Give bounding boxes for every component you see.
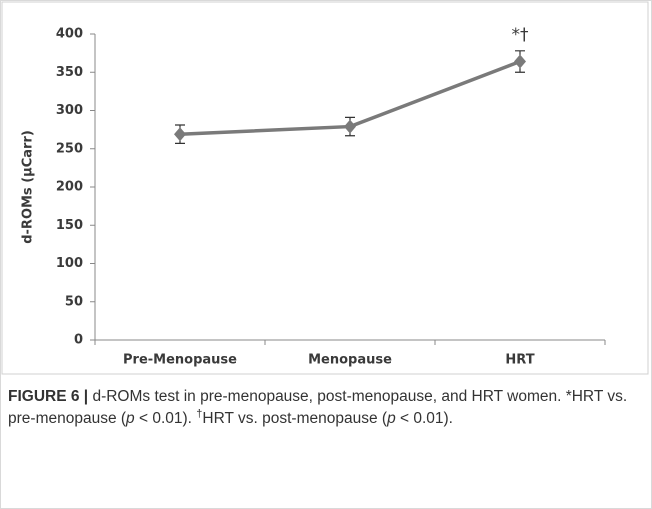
caption-text: HRT vs. post-menopause ( xyxy=(202,410,388,427)
x-tick-label: Menopause xyxy=(308,353,392,368)
figure-caption: FIGURE 6 | d-ROMs test in pre-menopause,… xyxy=(8,386,638,430)
y-tick-label: 0 xyxy=(74,333,83,348)
y-tick-label: 250 xyxy=(56,141,83,156)
caption-text: p xyxy=(126,410,135,427)
annotation: *† xyxy=(512,25,530,45)
y-tick-label: 200 xyxy=(56,180,83,195)
caption-text: p xyxy=(387,410,396,427)
y-tick-label: 150 xyxy=(56,218,83,233)
data-point xyxy=(514,54,526,69)
y-tick-label: 100 xyxy=(56,256,83,271)
chart: d-ROMs (µCarr) 0 50 100 150 200 250 300 350 400 P… xyxy=(1,1,649,375)
caption-text: < 0.01). xyxy=(134,410,197,427)
chart-border xyxy=(1,1,649,375)
x-tick-label: HRT xyxy=(505,353,534,368)
caption-text: † xyxy=(196,407,203,420)
x-tick-label: Pre-Menopause xyxy=(123,353,237,368)
caption-text: d-ROMs test in pre-menopause, post-menop… xyxy=(8,388,628,427)
y-tick-label: 400 xyxy=(56,27,83,42)
y-tick-label: 50 xyxy=(65,294,83,309)
caption-text: < 0.01). xyxy=(395,410,453,427)
data-point xyxy=(174,127,186,142)
caption-text: FIGURE 6 | xyxy=(8,388,89,405)
y-tick-label: 350 xyxy=(56,65,83,80)
y-tick-label: 300 xyxy=(56,103,83,118)
data-point xyxy=(344,119,356,134)
y-axis-label: d-ROMs (µCarr) xyxy=(21,130,36,244)
